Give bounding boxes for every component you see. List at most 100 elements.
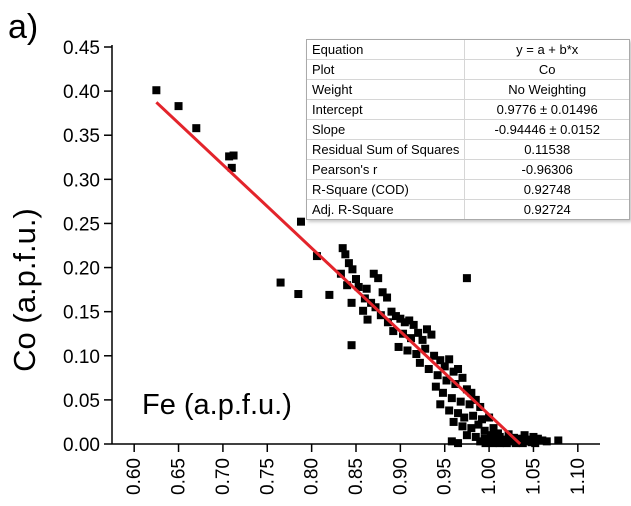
data-point bbox=[354, 282, 363, 291]
y-tick-label: 0.35 bbox=[63, 126, 100, 147]
data-point bbox=[422, 325, 431, 334]
stats-key: R-Square (COD) bbox=[307, 179, 466, 200]
stats-row: Intercept 0.9776 ± 0.01496 bbox=[307, 99, 629, 120]
data-point bbox=[343, 281, 352, 290]
x-tick-label: 0.95 bbox=[435, 458, 456, 495]
data-point bbox=[294, 290, 303, 299]
data-point bbox=[462, 431, 471, 440]
data-point bbox=[449, 417, 458, 426]
data-point bbox=[531, 439, 540, 448]
stats-row: Weight No Weighting bbox=[307, 79, 629, 100]
y-tick-label: 0.25 bbox=[63, 214, 100, 235]
data-point bbox=[533, 434, 542, 443]
data-point bbox=[414, 328, 423, 337]
data-point bbox=[449, 367, 458, 376]
y-axis-label: Co (a.p.f.u.) bbox=[7, 208, 42, 372]
x-tick-label: 0.75 bbox=[257, 458, 278, 495]
axes-group: 0.00 0.05 0.10 0.15 0.20 0.25 0.30 0.35 0.40 0.45… bbox=[63, 38, 600, 495]
data-point bbox=[529, 432, 538, 441]
data-point bbox=[488, 439, 497, 448]
data-point bbox=[456, 397, 465, 406]
x-tick-label: 1.10 bbox=[568, 458, 589, 495]
data-point bbox=[338, 244, 347, 253]
data-point bbox=[409, 320, 418, 329]
stats-row: Slope -0.94446 ± 0.0152 bbox=[307, 119, 629, 140]
data-point bbox=[296, 217, 305, 226]
data-point bbox=[458, 373, 467, 382]
data-point bbox=[347, 341, 356, 350]
stats-value: y = a + b*x bbox=[516, 42, 579, 57]
stats-value: 0.92748 bbox=[464, 179, 629, 200]
data-point bbox=[502, 439, 511, 448]
data-point bbox=[476, 437, 485, 446]
data-point bbox=[369, 269, 378, 278]
data-point bbox=[362, 284, 371, 293]
data-point bbox=[418, 335, 427, 344]
data-point bbox=[352, 275, 360, 284]
data-point bbox=[424, 365, 433, 374]
data-point bbox=[341, 250, 350, 259]
data-point bbox=[412, 350, 421, 359]
data-point bbox=[433, 371, 442, 380]
stats-value: 0.9776 ± 0.01496 bbox=[464, 99, 629, 120]
data-point bbox=[520, 431, 529, 440]
fit-line bbox=[155, 101, 522, 446]
stats-row: Pearson's r -0.96306 bbox=[307, 159, 629, 180]
data-point bbox=[387, 307, 396, 316]
stats-value: 0.92724 bbox=[464, 199, 629, 219]
data-point bbox=[486, 431, 495, 440]
data-point bbox=[442, 376, 451, 385]
x-tick-label: 1.00 bbox=[479, 458, 500, 495]
fit-line-group bbox=[155, 101, 522, 446]
data-point bbox=[454, 365, 463, 374]
data-point bbox=[462, 274, 471, 283]
data-point bbox=[471, 432, 480, 441]
y-tick-label: 0.00 bbox=[63, 435, 100, 456]
data-point bbox=[522, 437, 531, 446]
data-point bbox=[344, 259, 353, 268]
data-point bbox=[312, 252, 321, 261]
stats-key: Pearson's r bbox=[307, 159, 466, 180]
data-point bbox=[403, 346, 412, 355]
data-point bbox=[374, 274, 383, 283]
x-tick-label: 0.70 bbox=[213, 458, 234, 495]
data-point bbox=[467, 388, 476, 397]
data-point bbox=[348, 265, 357, 274]
data-point bbox=[481, 439, 490, 448]
data-point bbox=[225, 152, 234, 161]
data-point bbox=[438, 388, 447, 397]
stats-row: Plot Co bbox=[307, 59, 629, 80]
stats-value: Co bbox=[464, 59, 629, 80]
regression-stats-table: Equation y = a + b*x Plot Co Weight No Weight… bbox=[306, 39, 630, 220]
data-point bbox=[192, 124, 201, 133]
data-point bbox=[389, 327, 398, 336]
stats-value: -0.94446 ± 0.0152 bbox=[464, 119, 629, 140]
data-point bbox=[227, 163, 236, 172]
data-point bbox=[347, 298, 356, 307]
stats-value: -0.96306 bbox=[464, 159, 629, 180]
stats-row: Adj. R-Square 0.92724 bbox=[307, 199, 629, 219]
y-tick-label: 0.05 bbox=[63, 391, 100, 412]
data-point bbox=[396, 314, 405, 323]
x-tick-label: 0.60 bbox=[124, 458, 145, 495]
data-point bbox=[383, 318, 392, 327]
data-point bbox=[454, 439, 463, 448]
data-point bbox=[495, 439, 504, 448]
data-point bbox=[376, 311, 385, 320]
data-point bbox=[431, 382, 440, 391]
stats-key: Residual Sum of Squares bbox=[307, 139, 466, 160]
y-tick-label: 0.20 bbox=[63, 259, 100, 280]
data-point bbox=[325, 290, 334, 299]
data-point bbox=[447, 394, 456, 403]
data-point bbox=[430, 351, 439, 360]
data-point bbox=[400, 318, 409, 327]
data-point bbox=[465, 400, 474, 409]
data-point bbox=[469, 411, 478, 420]
x-tick-label: 0.85 bbox=[346, 458, 367, 495]
data-point bbox=[471, 395, 480, 404]
y-tick-label: 0.40 bbox=[63, 82, 100, 103]
data-point bbox=[485, 413, 494, 422]
stats-key: Plot bbox=[307, 59, 466, 80]
stats-key: Equation bbox=[307, 40, 466, 60]
